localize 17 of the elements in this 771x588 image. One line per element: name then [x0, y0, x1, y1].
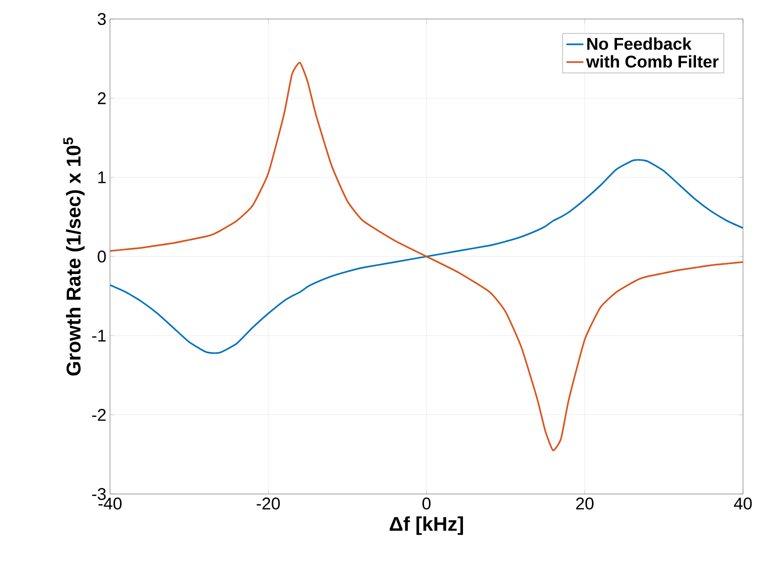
y-tick-label: -1: [92, 330, 106, 342]
x-tick-label: -40: [98, 498, 122, 510]
y-tick-label: 2: [98, 92, 106, 104]
x-tick-label: 20: [576, 498, 594, 510]
y-tick-label: -3: [92, 488, 106, 500]
y-axis-title: Growth Rate (1/sec) x 10$^{5}$: [63, 138, 85, 376]
x-tick-label: 40: [734, 498, 752, 510]
x-axis-title: Δf [kHz]: [390, 516, 463, 535]
line-series: [110, 159, 743, 354]
y-tick-label: 1: [98, 172, 106, 184]
x-tick-label: -20: [256, 498, 280, 510]
x-tick-label: 0: [422, 498, 431, 510]
y-tick-label: -2: [92, 408, 106, 421]
legend-label: No Feedback: [587, 37, 692, 50]
y-tick-label: 3: [98, 12, 106, 25]
legend-label: with Comb Filter: [586, 55, 719, 68]
y-tick-label: 0: [98, 250, 106, 262]
